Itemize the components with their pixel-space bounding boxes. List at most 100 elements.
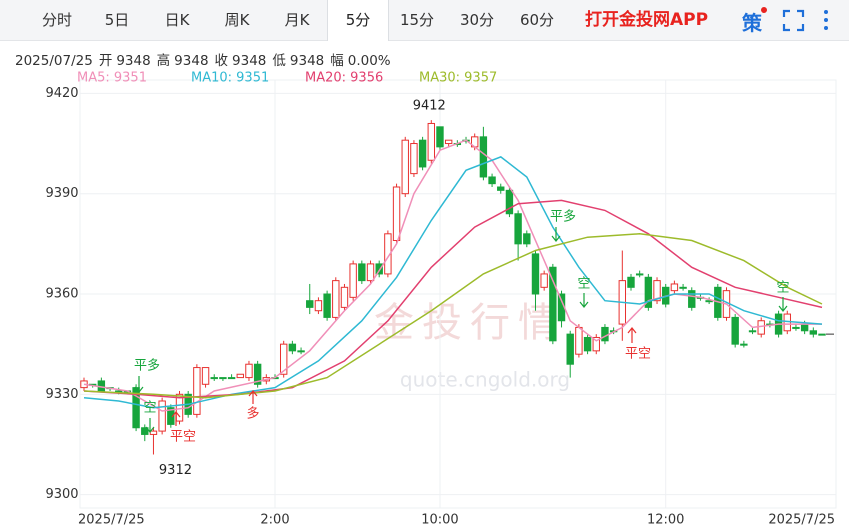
candle bbox=[566, 330, 574, 378]
candle-body bbox=[323, 293, 331, 318]
watermark-url: quote.cngold.org bbox=[400, 368, 570, 392]
legend-entry: MA5: 9351 bbox=[77, 71, 147, 86]
signal-label: 空 bbox=[143, 401, 156, 416]
signal-arrow bbox=[579, 293, 589, 308]
candle-body bbox=[514, 213, 522, 245]
candle-body bbox=[158, 400, 166, 432]
candle bbox=[219, 377, 227, 381]
candle bbox=[358, 260, 366, 284]
candle-body bbox=[818, 333, 826, 336]
tab[interactable]: 日K bbox=[164, 11, 190, 29]
ma-line bbox=[83, 233, 823, 399]
candle bbox=[236, 373, 244, 379]
candle-body bbox=[592, 336, 600, 352]
candle-body bbox=[297, 350, 305, 353]
candle bbox=[392, 183, 401, 244]
candle bbox=[766, 320, 774, 328]
info-label: 开 bbox=[98, 53, 113, 69]
info-value: 9348 bbox=[232, 53, 267, 69]
candle bbox=[488, 173, 496, 187]
candle-body bbox=[523, 233, 531, 245]
candle bbox=[349, 260, 357, 301]
legend-entry: MA20: 9356 bbox=[305, 71, 383, 86]
signal-label: 平多 bbox=[550, 209, 576, 225]
candle bbox=[306, 283, 314, 315]
candle bbox=[540, 270, 548, 291]
signal-arrow bbox=[627, 327, 637, 343]
signal-label: 平多 bbox=[134, 358, 160, 374]
signal-arrow bbox=[778, 297, 788, 312]
more-icon[interactable] bbox=[824, 10, 828, 30]
tab[interactable]: 月K bbox=[284, 11, 310, 29]
x-tick-label: 2:00 bbox=[260, 513, 289, 528]
tab[interactable]: 30分 bbox=[459, 11, 495, 29]
candle bbox=[288, 340, 297, 355]
info-label: 高 bbox=[156, 53, 171, 69]
candle-body bbox=[531, 253, 540, 295]
candle-body bbox=[193, 367, 201, 415]
candle-body bbox=[679, 286, 687, 289]
candle bbox=[158, 397, 166, 435]
strategy-icon[interactable]: 策 bbox=[742, 11, 762, 35]
quote-info: 2025/07/25 开 9348 高 9348 收 9348 低 9348 幅 0.00% bbox=[15, 49, 397, 69]
candle bbox=[167, 404, 175, 428]
candle-body bbox=[167, 407, 175, 425]
candle-body bbox=[549, 266, 557, 342]
candle-body bbox=[279, 343, 288, 375]
candle-body bbox=[141, 427, 149, 435]
info-value: 9348 bbox=[174, 53, 209, 69]
signal-arrow bbox=[248, 390, 258, 404]
signal-label: 多 bbox=[246, 406, 259, 422]
candle bbox=[792, 324, 800, 331]
candle bbox=[757, 317, 765, 338]
tab[interactable]: 5日 bbox=[104, 11, 130, 29]
candle-body bbox=[436, 126, 444, 148]
x-tick-label: 2025/7/25 bbox=[78, 513, 145, 528]
candle-body bbox=[306, 300, 314, 308]
candle-body bbox=[653, 280, 661, 302]
tab[interactable]: 5分 bbox=[327, 0, 389, 41]
tab[interactable]: 60分 bbox=[519, 11, 555, 29]
max-label: 9412 bbox=[413, 99, 446, 114]
info-value: 9348 bbox=[289, 53, 325, 69]
candle bbox=[731, 314, 739, 348]
tab[interactable]: 周K bbox=[224, 11, 250, 29]
candle bbox=[210, 374, 218, 381]
tab[interactable]: 15分 bbox=[399, 11, 435, 29]
candle-body bbox=[366, 263, 375, 282]
candle bbox=[245, 360, 253, 381]
x-tick-label: 10:00 bbox=[421, 513, 458, 528]
y-tick-label: 9420 bbox=[45, 86, 78, 101]
candle-body bbox=[410, 143, 418, 175]
candle bbox=[401, 136, 409, 198]
candle-body bbox=[792, 326, 800, 329]
candle bbox=[514, 210, 522, 261]
candle bbox=[227, 374, 236, 380]
info-label: 收 bbox=[214, 53, 229, 69]
signal-label: 平空 bbox=[625, 347, 651, 362]
info-value: 9348 bbox=[116, 53, 151, 69]
y-tick-label: 9390 bbox=[45, 186, 78, 201]
tab[interactable]: 分时 bbox=[41, 11, 72, 29]
fullscreen-icon[interactable] bbox=[782, 9, 805, 32]
candle-body bbox=[809, 330, 818, 335]
signal-arrow bbox=[134, 376, 144, 393]
candle bbox=[670, 280, 679, 294]
info-label: 幅 bbox=[330, 53, 344, 69]
candle bbox=[149, 427, 158, 455]
x-tick-label: 12:00 bbox=[647, 513, 684, 528]
candle bbox=[748, 327, 757, 335]
candle-body bbox=[201, 367, 210, 385]
candle-body bbox=[627, 276, 635, 288]
candle-body bbox=[427, 122, 435, 161]
x-tick-label: 2025/7/25 bbox=[768, 513, 835, 528]
candle-body bbox=[332, 280, 340, 318]
signal-label: 平空 bbox=[170, 430, 196, 445]
candle-body bbox=[497, 186, 505, 191]
open-app-link[interactable]: 打开金投网APP bbox=[585, 10, 709, 30]
candle-body bbox=[601, 326, 609, 342]
candle bbox=[592, 334, 600, 355]
candle bbox=[818, 333, 826, 336]
candle bbox=[549, 263, 557, 345]
signal-label: 空 bbox=[776, 281, 789, 296]
